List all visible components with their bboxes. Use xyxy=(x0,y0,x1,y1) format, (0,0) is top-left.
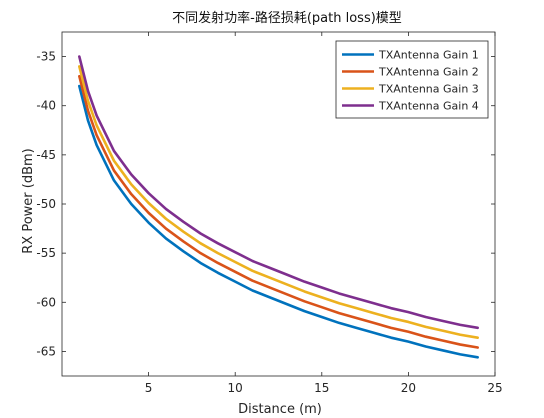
series-layer xyxy=(78,55,479,359)
y-tick-label: -40 xyxy=(36,99,56,113)
legend: TXAntenna Gain 1 TXAntenna Gain 2 TXAntenn… xyxy=(335,40,489,119)
series-line-4 xyxy=(78,55,479,330)
x-tick-label: 15 xyxy=(314,381,329,395)
x-axis-label: Distance (m) xyxy=(238,402,322,417)
x-tick-label: 5 xyxy=(145,381,153,395)
y-axis: -35 -40 -45 -50 -55 -60 -65 xyxy=(36,50,495,358)
series-line-3 xyxy=(78,65,479,339)
legend-label-1: TXAntenna Gain 1 xyxy=(378,49,479,62)
legend-label-3: TXAntenna Gain 3 xyxy=(378,83,479,96)
y-tick-label: -55 xyxy=(36,246,56,260)
y-tick-label: -50 xyxy=(36,197,56,211)
x-axis: 5 10 15 20 25 xyxy=(145,32,503,395)
series-line-1 xyxy=(78,84,479,359)
legend-label-4: TXAntenna Gain 4 xyxy=(378,100,479,113)
chart-title: 不同发射功率-路径损耗(path loss)模型 xyxy=(172,10,402,26)
y-axis-label: RX Power (dBm) xyxy=(21,148,36,254)
y-tick-label: -35 xyxy=(36,50,56,64)
y-tick-label: -60 xyxy=(36,295,56,309)
legend-label-2: TXAntenna Gain 2 xyxy=(378,66,479,79)
x-tick-label: 25 xyxy=(487,381,502,395)
x-tick-label: 10 xyxy=(228,381,243,395)
y-tick-label: -65 xyxy=(36,344,56,358)
y-tick-label: -45 xyxy=(36,148,56,162)
series-line-2 xyxy=(78,74,479,349)
x-tick-label: 20 xyxy=(401,381,416,395)
